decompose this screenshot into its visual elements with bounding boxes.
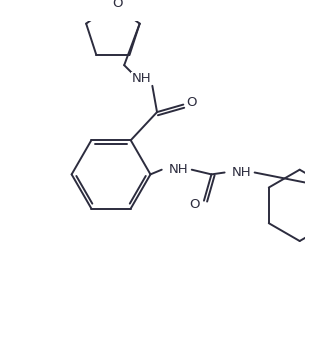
Text: NH: NH — [169, 163, 188, 176]
Text: NH: NH — [131, 72, 151, 85]
Text: NH: NH — [232, 166, 251, 179]
Text: O: O — [189, 198, 200, 211]
Text: O: O — [186, 96, 197, 109]
Text: O: O — [112, 0, 123, 10]
